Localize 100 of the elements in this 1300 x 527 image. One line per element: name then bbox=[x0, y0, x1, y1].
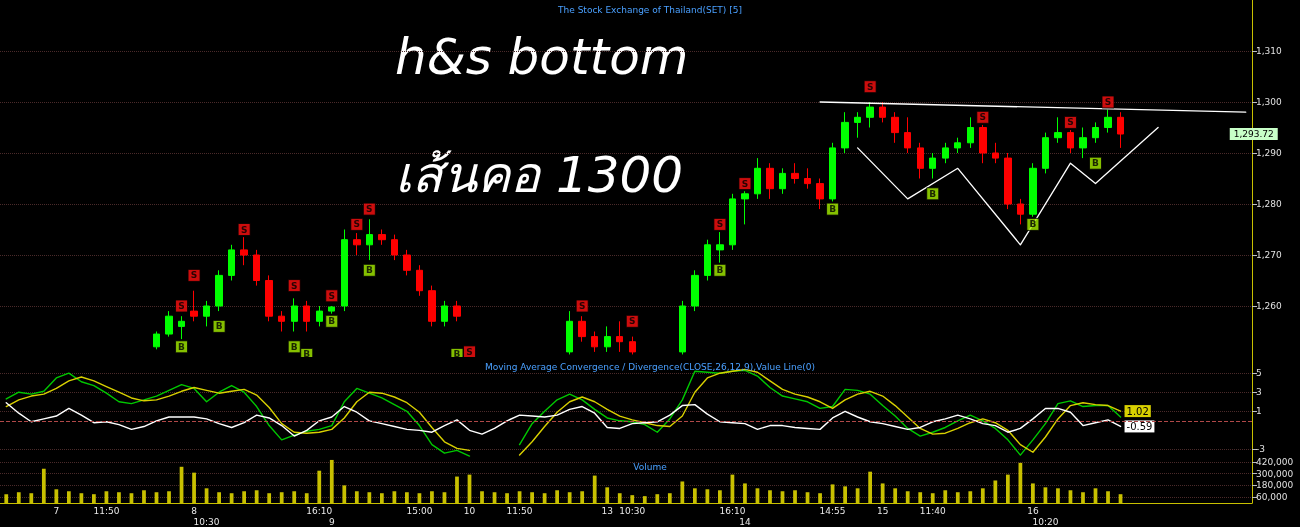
data-label: S bbox=[716, 219, 724, 230]
x-tick-label: 10:20 bbox=[1032, 516, 1059, 527]
data-label: B bbox=[1029, 219, 1037, 230]
data-label: B bbox=[303, 349, 311, 360]
candlestick bbox=[265, 274, 273, 322]
candlestick bbox=[378, 229, 386, 246]
y-tick-label: 3 bbox=[1256, 387, 1262, 398]
data-label: B bbox=[328, 316, 336, 327]
candlestick bbox=[917, 142, 924, 179]
x-tick-label: 8 bbox=[191, 505, 198, 516]
data-label: S bbox=[240, 224, 248, 235]
data-label: B bbox=[290, 341, 298, 352]
candlestick bbox=[165, 310, 173, 338]
candlestick bbox=[215, 269, 223, 312]
y-tick-label: 1,280 bbox=[1256, 199, 1283, 209]
candlestick bbox=[979, 124, 987, 164]
candlestick bbox=[203, 300, 210, 327]
data-label: B bbox=[215, 321, 223, 332]
y-tick-label: 180,000 bbox=[1256, 480, 1294, 491]
x-tick-label: 13 bbox=[601, 505, 613, 516]
x-tick-label: 14:55 bbox=[819, 505, 846, 516]
candlestick bbox=[391, 234, 398, 261]
x-tick-label: 15 bbox=[876, 505, 889, 516]
chart-title: The Stock Exchange of Thailand(SET) [5] bbox=[557, 4, 742, 15]
data-label: B bbox=[178, 341, 186, 352]
x-tick-label: 10:30 bbox=[193, 516, 220, 527]
y-tick-label: 1 bbox=[1256, 406, 1262, 417]
x-tick-label: 11:50 bbox=[93, 505, 120, 516]
candlestick bbox=[1067, 129, 1074, 154]
y-tick-label: 1,290 bbox=[1256, 148, 1283, 158]
candlestick bbox=[1104, 109, 1112, 134]
candlestick bbox=[428, 285, 436, 327]
x-tick-label: 11:40 bbox=[919, 505, 946, 516]
data-label: S bbox=[290, 280, 298, 291]
candlestick bbox=[866, 101, 874, 128]
x-tick-label: 16:10 bbox=[306, 505, 333, 516]
data-label: S bbox=[866, 81, 874, 92]
data-label: S bbox=[466, 346, 473, 357]
candlestick bbox=[741, 190, 749, 225]
y-tick-label: 1,270 bbox=[1256, 250, 1283, 260]
candlestick bbox=[829, 142, 836, 202]
data-label: B bbox=[829, 204, 837, 215]
x-tick-label: 11:50 bbox=[506, 505, 533, 516]
data-label: S bbox=[1104, 97, 1112, 107]
y-tick-label: 1,300 bbox=[1256, 97, 1283, 107]
candlestick bbox=[291, 297, 298, 332]
candlestick bbox=[804, 167, 811, 190]
candlestick bbox=[854, 111, 861, 139]
candlestick bbox=[316, 305, 323, 327]
y-tick-label: 1,260 bbox=[1256, 301, 1283, 311]
candlestick bbox=[716, 231, 724, 264]
y-tick-label: -3 bbox=[1256, 444, 1265, 455]
candlestick bbox=[303, 300, 310, 332]
candlestick bbox=[891, 111, 899, 144]
candlestick bbox=[967, 116, 974, 149]
candlestick bbox=[1017, 198, 1024, 225]
annotation: เส้นคอ 1300 bbox=[395, 146, 684, 204]
x-tick-label: 15:00 bbox=[406, 505, 433, 516]
y-tick-label: 1,310 bbox=[1256, 46, 1283, 56]
candlestick bbox=[754, 157, 761, 200]
candlestick bbox=[1117, 111, 1124, 149]
candlestick bbox=[954, 137, 961, 154]
candlestick bbox=[1042, 132, 1049, 174]
data-label: B bbox=[1092, 158, 1100, 169]
candlestick bbox=[240, 236, 248, 266]
candlestick bbox=[1004, 152, 1012, 210]
data-label: S bbox=[979, 112, 987, 123]
data-label: B bbox=[716, 265, 724, 276]
line-series bbox=[5, 402, 1122, 437]
candlestick bbox=[879, 101, 886, 123]
data-label: S bbox=[190, 270, 198, 281]
x-tick-label: 14 bbox=[739, 516, 751, 527]
candlestick bbox=[1054, 116, 1062, 144]
x-tick-label: 9 bbox=[328, 516, 335, 527]
candlestick bbox=[566, 310, 573, 355]
text: Volume bbox=[633, 461, 668, 472]
x-tick-label: 7 bbox=[53, 505, 60, 516]
y-tick-label: 5 bbox=[1256, 368, 1262, 379]
candlestick bbox=[591, 331, 598, 353]
candlestick bbox=[929, 152, 936, 179]
candlestick bbox=[278, 310, 285, 332]
candlestick bbox=[441, 300, 448, 327]
candlestick bbox=[816, 178, 824, 210]
line-series bbox=[856, 126, 1159, 246]
data-label: S bbox=[578, 301, 586, 311]
x-tick-label: 16:10 bbox=[719, 505, 746, 516]
data-label: S bbox=[366, 204, 373, 215]
candlestick bbox=[729, 193, 736, 251]
candlestick bbox=[1029, 162, 1037, 218]
candlestick bbox=[416, 264, 423, 297]
annotation: h&s bottom bbox=[395, 28, 689, 86]
candlestick bbox=[253, 249, 260, 287]
candlestick bbox=[328, 305, 335, 315]
data-label: B bbox=[365, 265, 373, 276]
x-tick-label: 10:30 bbox=[619, 505, 646, 516]
candlestick bbox=[779, 167, 786, 195]
data-label: S bbox=[178, 301, 185, 311]
candlestick bbox=[1092, 121, 1099, 144]
candlestick bbox=[153, 331, 160, 350]
x-tick-label: 16 bbox=[1027, 505, 1039, 516]
